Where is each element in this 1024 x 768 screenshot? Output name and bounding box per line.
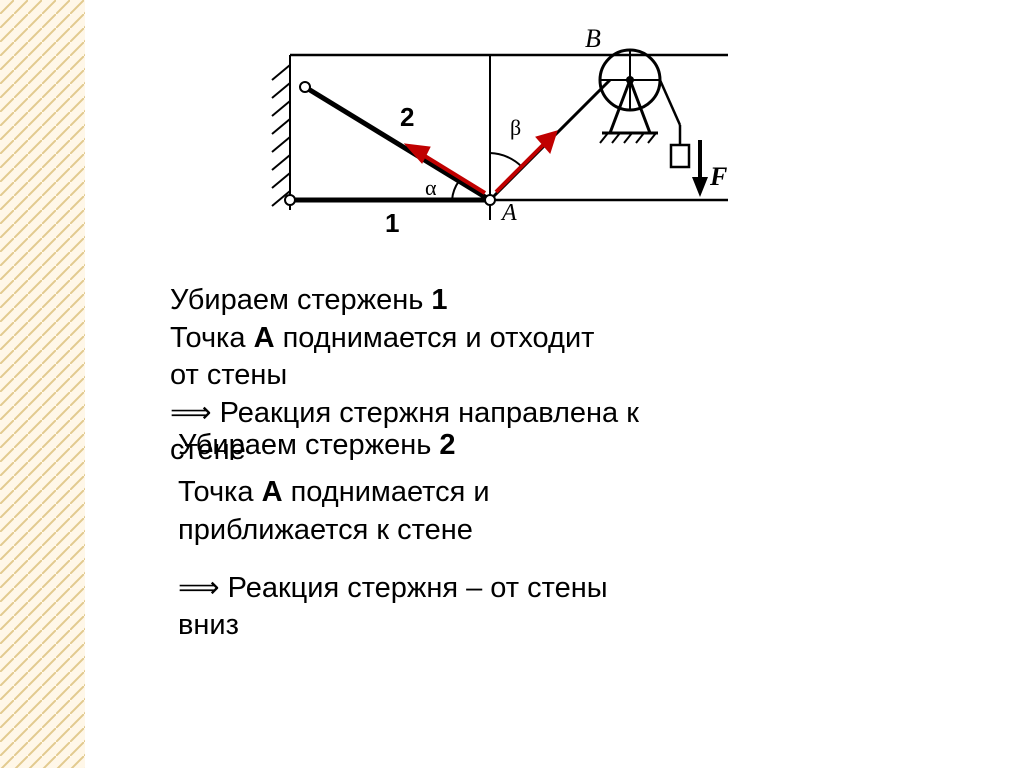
txt: Точка xyxy=(178,476,262,508)
bold-A2: А xyxy=(262,476,283,508)
txt: Реакция стержня – от стены xyxy=(220,572,608,604)
label-F: F xyxy=(709,162,727,191)
txt: Убираем стержень xyxy=(170,284,431,316)
rod-label-1: 1 xyxy=(385,208,399,239)
implies-2: ⟹ xyxy=(178,572,220,604)
explanation-text: Убираем стержень 1 Точка А поднимается и… xyxy=(170,282,870,645)
label-alpha: α xyxy=(425,175,437,200)
line-down: вниз xyxy=(178,607,870,645)
left-decorative-stripe xyxy=(0,0,85,768)
line-approach-wall: приближается к стене xyxy=(178,512,870,550)
txt: Точка xyxy=(170,322,254,354)
label-beta: β xyxy=(510,115,521,140)
bold-2: 2 xyxy=(439,429,455,461)
line-remove-rod-1: Убираем стержень 1 xyxy=(170,282,870,320)
label-A: A xyxy=(500,200,517,226)
bold-A: А xyxy=(254,322,275,354)
txt: поднимается и xyxy=(283,476,490,508)
txt: поднимается и отходит xyxy=(275,322,595,354)
line-point-a-1: Точка А поднимается и отходит xyxy=(170,320,870,358)
line-point-a-2: Точка А поднимается и xyxy=(178,474,870,512)
line-implies-2: ⟹ Реакция стержня – от стены xyxy=(178,570,870,608)
implies-1: ⟹ xyxy=(170,397,212,429)
label-B: B xyxy=(585,25,601,53)
line-from-wall: от стены xyxy=(170,357,870,395)
txt: Реакция стержня направлена к xyxy=(212,397,639,429)
bold-1: 1 xyxy=(431,284,447,316)
mechanics-diagram: B A F α β 2 1 xyxy=(230,25,750,255)
rod-label-2: 2 xyxy=(400,102,414,133)
